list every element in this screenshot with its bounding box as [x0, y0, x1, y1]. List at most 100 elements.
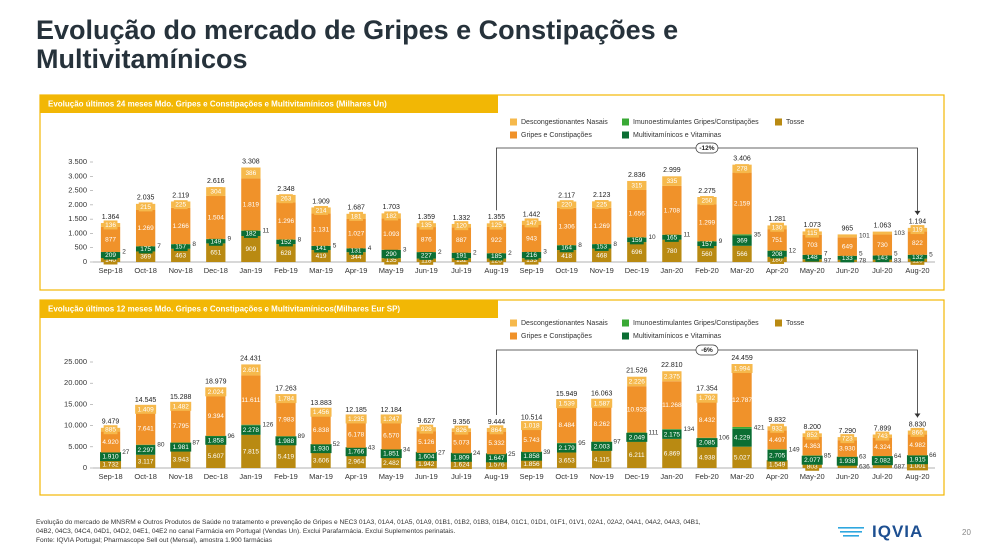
data-label: 180 — [772, 256, 783, 263]
chart-title: Evolução últimos 12 meses Mdo. Gripes e … — [48, 305, 400, 314]
x-tick-label: Mar-19 — [309, 266, 333, 275]
data-label-box — [521, 459, 543, 469]
data-label-box — [208, 236, 223, 246]
data-label: 182 — [245, 230, 256, 237]
data-label: 225 — [596, 202, 607, 209]
data-label-box — [770, 249, 785, 259]
data-label-box — [556, 399, 578, 409]
bar-segment — [346, 421, 366, 448]
data-label: 8.484 — [558, 422, 575, 429]
bar-segment — [171, 207, 191, 245]
bar-segment — [381, 457, 401, 468]
data-label: 822 — [912, 240, 923, 247]
bar-segment — [907, 434, 928, 456]
total-label: 2.616 — [207, 178, 225, 185]
data-label-box — [840, 253, 855, 263]
data-label: 2.175 — [664, 431, 681, 438]
data-label-box — [559, 243, 574, 253]
data-label: 2 — [122, 249, 126, 256]
data-label: 1.856 — [523, 461, 540, 468]
data-label: 1.784 — [278, 396, 295, 403]
x-tick-label: Oct-18 — [134, 472, 157, 481]
data-label: 877 — [105, 236, 116, 243]
data-label: 35 — [754, 232, 762, 239]
data-label-box — [805, 228, 820, 238]
total-label: 13.883 — [310, 400, 332, 407]
x-tick-label: Oct-19 — [555, 266, 578, 275]
data-label: 1.792 — [699, 395, 716, 402]
x-tick-label: May-19 — [379, 266, 404, 275]
data-label-box — [349, 245, 364, 255]
data-label: 131 — [351, 247, 362, 254]
total-label: 15.949 — [556, 391, 578, 398]
data-label: 4.938 — [699, 455, 716, 462]
data-label: 8 — [613, 241, 617, 248]
data-label: 10.928 — [627, 406, 647, 413]
data-label: 421 — [754, 425, 765, 432]
legend-swatch — [775, 319, 782, 327]
data-label: 39 — [543, 449, 551, 456]
data-label-box — [243, 228, 258, 238]
data-label: 8 — [298, 236, 302, 243]
data-label: 1.269 — [594, 223, 611, 230]
data-label: 909 — [245, 246, 256, 253]
total-label: 18.979 — [205, 378, 227, 385]
data-label: 1.819 — [243, 202, 260, 209]
data-label: 216 — [526, 252, 537, 259]
data-label: 1.910 — [102, 454, 119, 461]
bar-segment — [135, 251, 156, 262]
data-label-box — [208, 187, 223, 197]
data-label: 1.930 — [313, 446, 330, 453]
bar-segment — [135, 454, 156, 468]
x-tick-label: Aug-20 — [905, 266, 929, 275]
data-label: 78 — [859, 258, 867, 265]
bar-segment — [662, 176, 682, 186]
total-label: 9.356 — [453, 419, 471, 426]
data-label: 743 — [877, 433, 888, 440]
legend-label: Tosse — [786, 320, 804, 327]
x-tick-label: Jul-20 — [872, 472, 892, 481]
data-label: 140 — [105, 257, 116, 264]
slide-title: Evolução do mercado de Gripes e Constipa… — [36, 15, 679, 74]
data-label: 250 — [702, 198, 713, 205]
data-label: 290 — [386, 251, 397, 258]
y-tick-label: 1.000 — [68, 228, 87, 237]
bar-segment — [907, 231, 928, 255]
bar-segment — [592, 450, 612, 468]
data-label-box — [805, 252, 820, 262]
data-label: 7.795 — [173, 423, 190, 430]
data-label: 25 — [508, 451, 516, 458]
data-label: 182 — [386, 213, 397, 220]
data-label-box — [626, 432, 648, 442]
data-label: 7 — [824, 250, 828, 257]
data-label: 1.027 — [348, 231, 365, 238]
bar-segment — [241, 434, 261, 468]
x-tick-label: Mar-20 — [730, 472, 754, 481]
data-label: 419 — [316, 253, 327, 260]
x-tick-label: Jul-19 — [451, 472, 471, 481]
data-label: 7.641 — [137, 426, 154, 433]
data-label: 118 — [421, 257, 432, 264]
data-label-box — [103, 220, 118, 230]
data-label: 751 — [772, 237, 783, 244]
data-label: 1.915 — [909, 457, 926, 464]
bar-segment — [802, 436, 822, 456]
data-label-box — [419, 220, 434, 230]
x-tick-label: Feb-19 — [274, 472, 298, 481]
logo: IQVIA — [872, 522, 924, 541]
x-tick-label: Feb-20 — [695, 266, 719, 275]
total-label: 7.899 — [874, 425, 892, 432]
data-label: 208 — [772, 251, 783, 258]
data-label: 2.082 — [874, 458, 891, 465]
x-tick-label: Apr-20 — [766, 266, 789, 275]
data-label: 876 — [421, 237, 432, 244]
total-label: 965 — [841, 225, 853, 232]
data-label-box — [875, 431, 890, 441]
footnote: Evolução do mercado de MNSRM e Outros Pr… — [36, 518, 816, 545]
data-label-box — [100, 459, 122, 469]
total-label: 9.444 — [488, 419, 506, 426]
bar-segment — [627, 180, 647, 190]
bar-segment — [135, 210, 156, 247]
data-label: 96 — [227, 433, 235, 440]
data-label: 1.708 — [664, 207, 681, 214]
